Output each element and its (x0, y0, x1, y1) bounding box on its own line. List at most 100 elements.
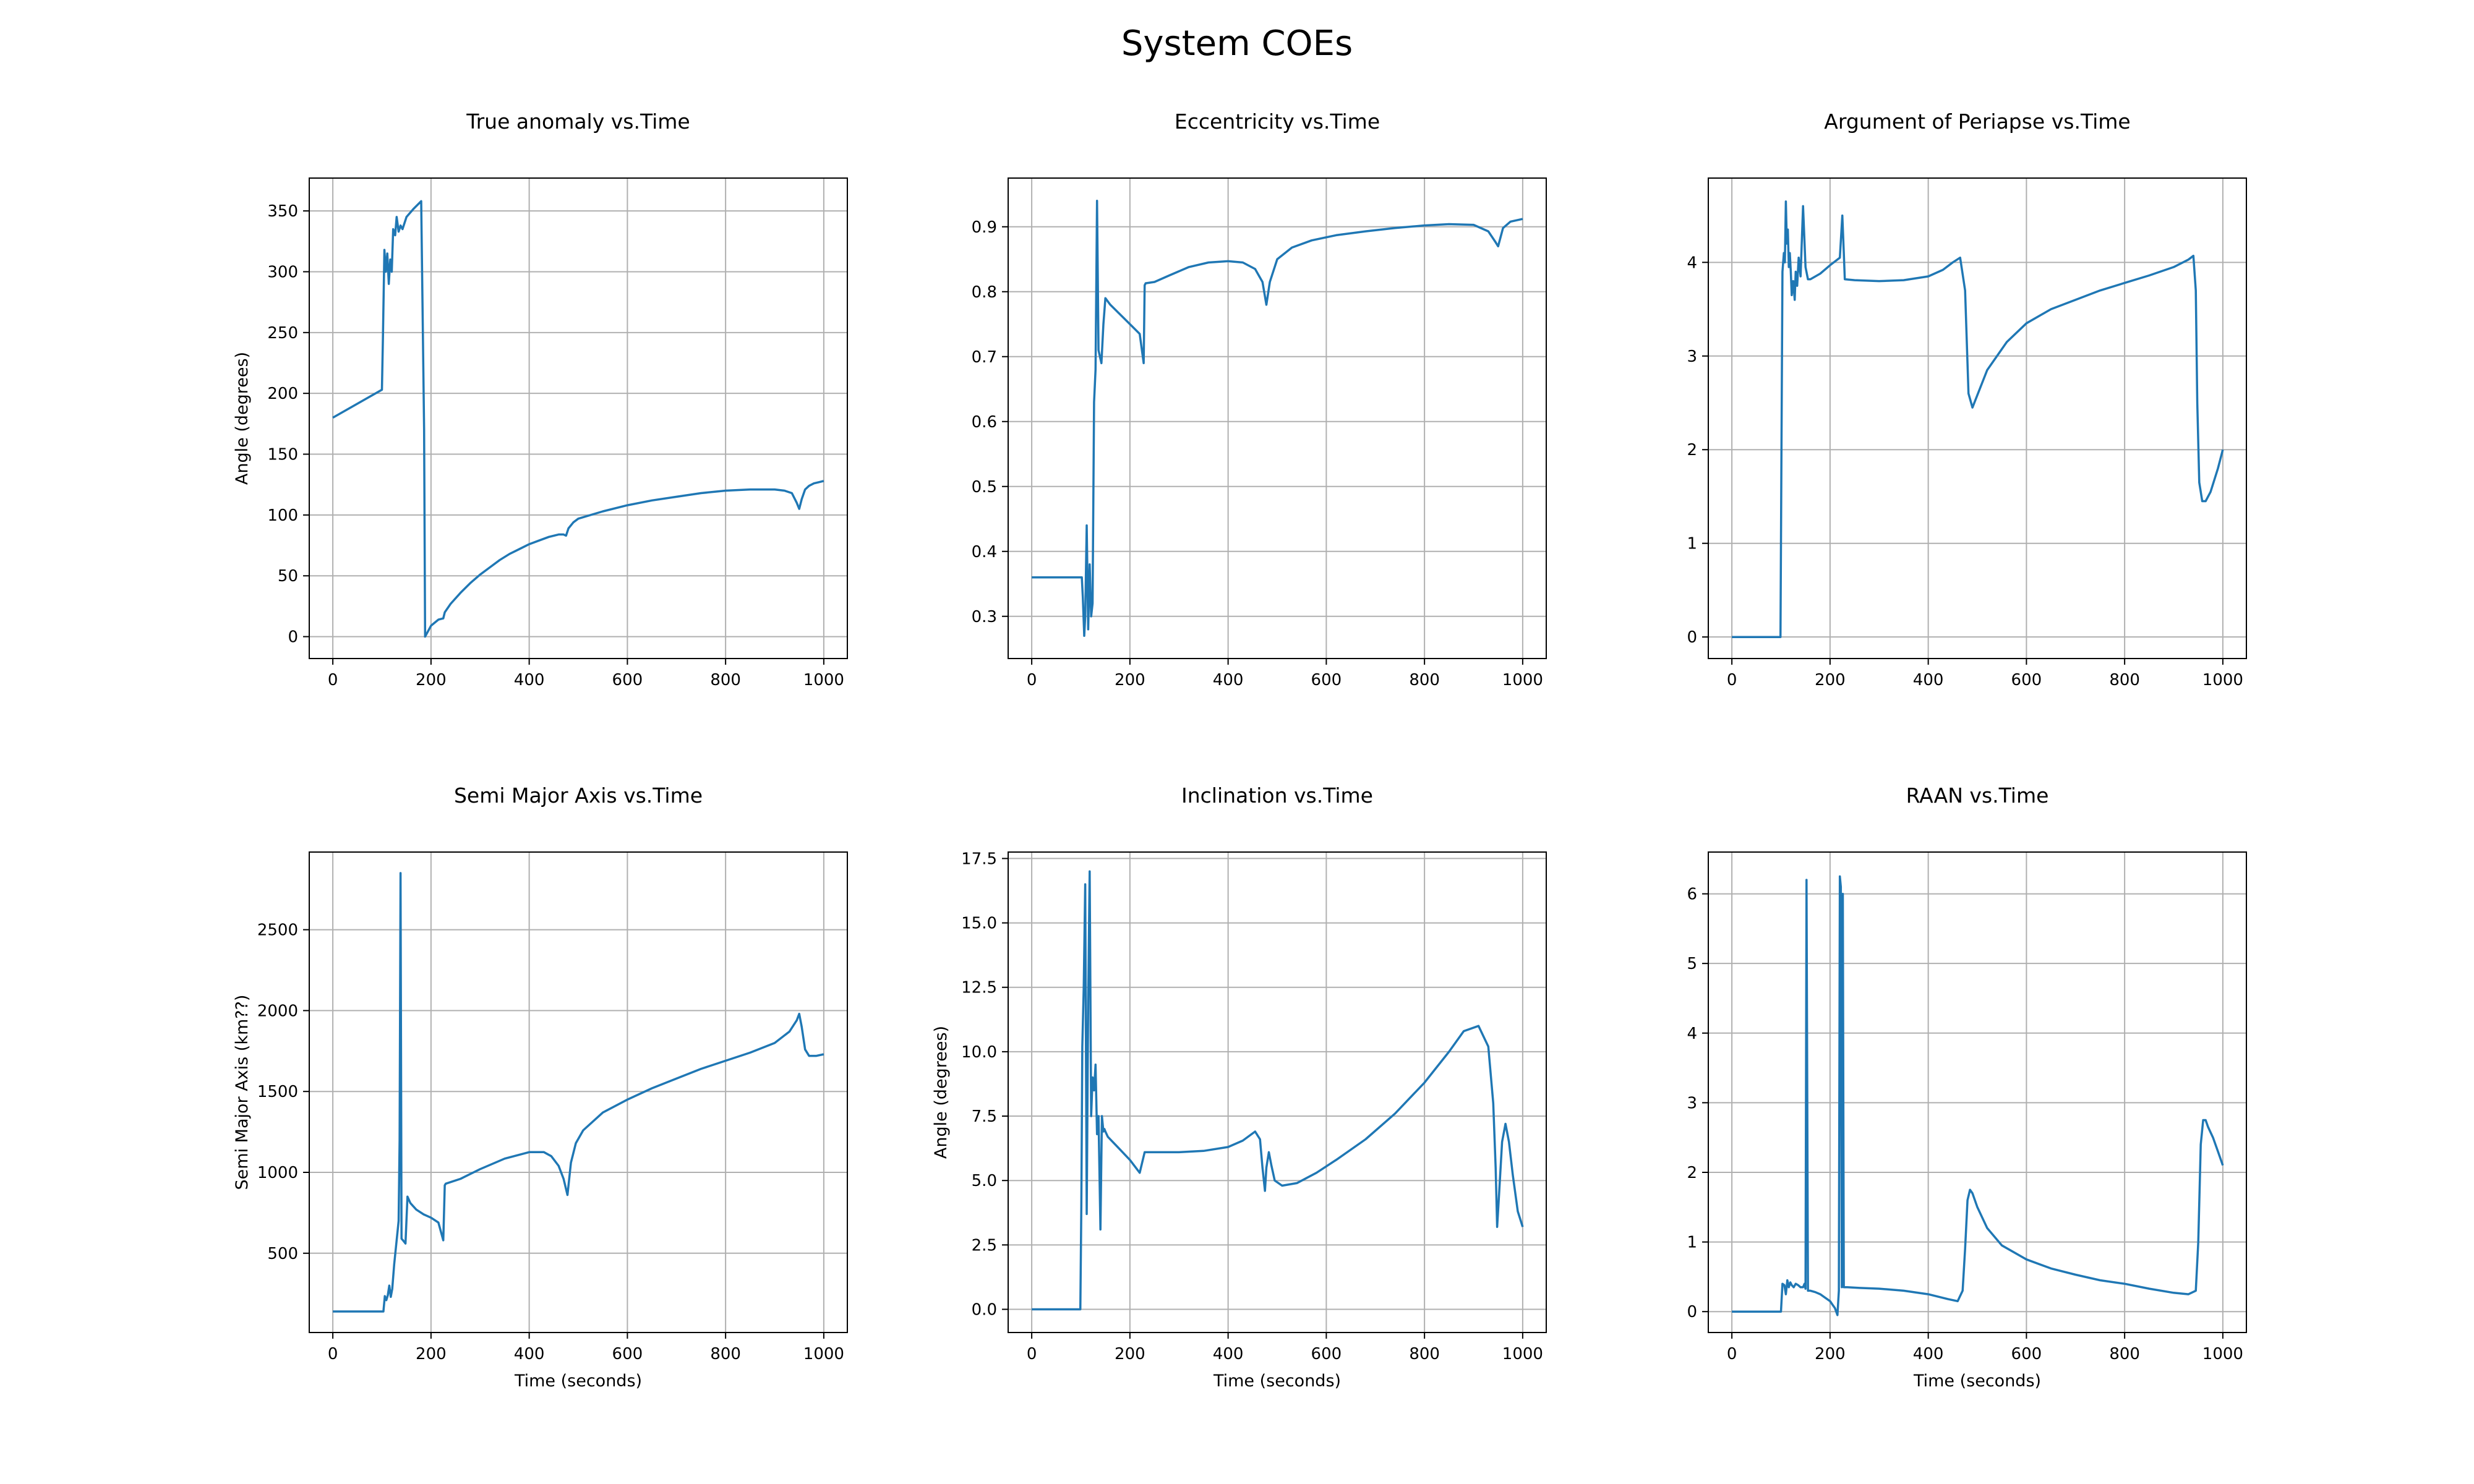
y-tick-label: 0.7 (972, 348, 997, 367)
x-axis-label: Time (seconds) (1213, 1371, 1341, 1391)
x-tick-label: 0 (328, 671, 338, 689)
x-tick-label: 600 (2011, 671, 2042, 689)
x-tick-label: 400 (514, 1345, 545, 1363)
subplot-title: Eccentricity vs.Time (1175, 109, 1380, 134)
x-tick-label: 200 (1115, 1345, 1145, 1363)
y-tick-label: 150 (267, 446, 298, 464)
series-line (1732, 875, 2224, 1316)
x-tick-label: 800 (2109, 1345, 2140, 1363)
y-tick-label: 7.5 (972, 1107, 997, 1126)
y-tick-label: 0 (1687, 1303, 1697, 1321)
y-tick-label: 4 (1687, 1025, 1697, 1043)
subplot-6: 0 200 400 600 800 1000 0 1 2 3 4 5 6 RAAN vs.Time Time… (1687, 783, 2247, 1391)
subplot-2: 0 200 400 600 800 1000 0.3 0.4 0.5 0.6 0.7 0.8 0.9 Ec… (972, 109, 1547, 689)
y-tick-label: 500 (267, 1245, 298, 1263)
y-tick-label: 15.0 (961, 915, 997, 933)
x-tick-label: 600 (1311, 671, 1342, 689)
y-tick-label: 3 (1687, 1094, 1697, 1112)
figure-suptitle: System COEs (1121, 23, 1353, 64)
y-tick-label: 2 (1687, 441, 1697, 459)
x-tick-label: 400 (1913, 671, 1944, 689)
x-axis-label: Time (seconds) (1913, 1371, 2041, 1391)
y-tick-label: 350 (267, 202, 298, 221)
y-tick-label: 0.3 (972, 608, 997, 626)
y-tick-label: 300 (267, 263, 298, 281)
x-tick-label: 0 (328, 1345, 338, 1363)
axes-frame (1008, 177, 1547, 659)
x-axis-label: Time (seconds) (514, 1371, 642, 1391)
subplot-title: Inclination vs.Time (1181, 783, 1373, 808)
y-tick-label: 250 (267, 324, 298, 343)
y-tick-label: 0 (288, 628, 298, 647)
series-line (333, 872, 824, 1313)
x-tick-label: 800 (2109, 671, 2140, 689)
x-tick-label: 0 (1027, 671, 1037, 689)
x-tick-label: 200 (1815, 1345, 1846, 1363)
subplot-title: Semi Major Axis vs.Time (454, 783, 703, 808)
y-tick-label: 2500 (257, 921, 298, 940)
subplot-5: 0 200 400 600 800 1000 0.0 2.5 5.0 7.5 10.0 12.5 15.… (931, 783, 1547, 1391)
subplot-title: Argument of Periapse vs.Time (1824, 109, 2130, 134)
x-tick-label: 600 (612, 671, 643, 689)
y-tick-label: 0.8 (972, 283, 997, 302)
series-line (1032, 870, 1524, 1311)
axes-frame (1008, 851, 1547, 1333)
y-tick-label: 1500 (257, 1083, 298, 1101)
x-tick-label: 1000 (1502, 1345, 1543, 1363)
x-tick-label: 400 (514, 671, 545, 689)
series-line (1032, 200, 1523, 638)
x-tick-label: 1000 (2202, 1345, 2243, 1363)
y-axis-label: Semi Major Axis (km??) (233, 995, 252, 1190)
subplot-3: 0 200 400 600 800 1000 0 1 2 3 4 Argument of Periap… (1687, 109, 2247, 689)
x-tick-label: 800 (1409, 671, 1440, 689)
x-tick-label: 200 (1115, 671, 1145, 689)
y-tick-label: 0.4 (972, 543, 997, 561)
x-tick-label: 1000 (803, 1345, 844, 1363)
y-axis-label: Angle (degrees) (931, 1026, 951, 1159)
subplot-title: RAAN vs.Time (1906, 783, 2049, 808)
y-axis-label: Angle (degrees) (233, 352, 252, 485)
subplot-4: 0 200 400 600 800 1000 500 1000 1500 2000 2500 Semi… (233, 783, 848, 1391)
axes-frame (309, 851, 848, 1333)
y-tick-label: 4 (1687, 254, 1697, 272)
x-tick-label: 400 (1213, 1345, 1244, 1363)
y-tick-label: 17.5 (961, 850, 997, 868)
y-tick-label: 1 (1687, 535, 1697, 553)
x-tick-label: 200 (416, 671, 447, 689)
y-tick-label: 0.9 (972, 218, 997, 237)
x-tick-label: 0 (1027, 1345, 1037, 1363)
x-tick-label: 1000 (1502, 671, 1543, 689)
y-tick-label: 2000 (257, 1002, 298, 1020)
y-tick-label: 1 (1687, 1234, 1697, 1252)
y-tick-label: 100 (267, 506, 298, 525)
x-tick-label: 600 (1311, 1345, 1342, 1363)
y-tick-label: 0.5 (972, 478, 997, 497)
x-tick-label: 400 (1213, 671, 1244, 689)
y-tick-label: 2 (1687, 1164, 1697, 1182)
x-tick-label: 1000 (2202, 671, 2243, 689)
y-tick-label: 50 (278, 567, 298, 586)
axes-frame (1708, 851, 2247, 1333)
x-tick-label: 800 (710, 1345, 741, 1363)
axes-frame (1708, 177, 2247, 659)
subplot-title: True anomaly vs.Time (466, 109, 690, 134)
x-tick-label: 1000 (803, 671, 844, 689)
series-line (1732, 200, 2224, 638)
x-tick-label: 200 (1815, 671, 1846, 689)
y-tick-label: 10.0 (961, 1043, 997, 1062)
y-tick-label: 0 (1687, 628, 1697, 647)
y-tick-label: 200 (267, 385, 298, 403)
y-tick-label: 0.6 (972, 413, 997, 432)
y-tick-label: 1000 (257, 1164, 298, 1182)
x-tick-label: 200 (416, 1345, 447, 1363)
axes-frame (309, 177, 848, 659)
x-tick-label: 0 (1727, 1345, 1737, 1363)
series-line (332, 200, 824, 638)
x-tick-label: 800 (710, 671, 741, 689)
y-tick-label: 12.5 (961, 979, 997, 997)
y-tick-label: 2.5 (972, 1236, 997, 1255)
y-tick-label: 3 (1687, 348, 1697, 366)
x-tick-label: 600 (612, 1345, 643, 1363)
